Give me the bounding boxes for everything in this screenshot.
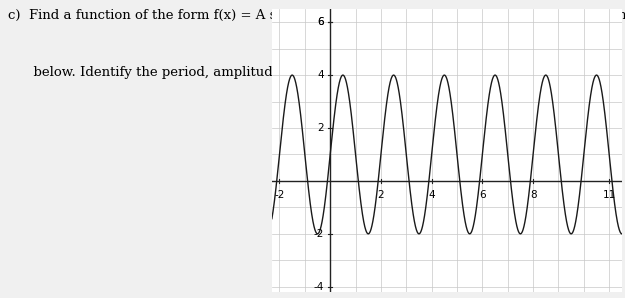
Text: below. Identify the period, amplitude, and midline. (There is no phase shift.): below. Identify the period, amplitude, a… (8, 66, 543, 79)
Text: 4: 4 (318, 70, 324, 80)
Text: c)  Find a function of the form f(x) = A sin(Bx) + D whose graph matches the fun: c) Find a function of the form f(x) = A … (8, 9, 625, 22)
Text: 6: 6 (479, 190, 486, 200)
Text: -4: -4 (314, 282, 324, 292)
Text: 6: 6 (318, 17, 324, 27)
Text: 8: 8 (530, 190, 536, 200)
Text: 6: 6 (318, 17, 324, 27)
Text: -2: -2 (274, 190, 284, 200)
Text: 11: 11 (602, 190, 616, 200)
Text: -2: -2 (314, 229, 324, 239)
Text: 2: 2 (318, 123, 324, 133)
Text: 4: 4 (428, 190, 435, 200)
Text: 2: 2 (378, 190, 384, 200)
